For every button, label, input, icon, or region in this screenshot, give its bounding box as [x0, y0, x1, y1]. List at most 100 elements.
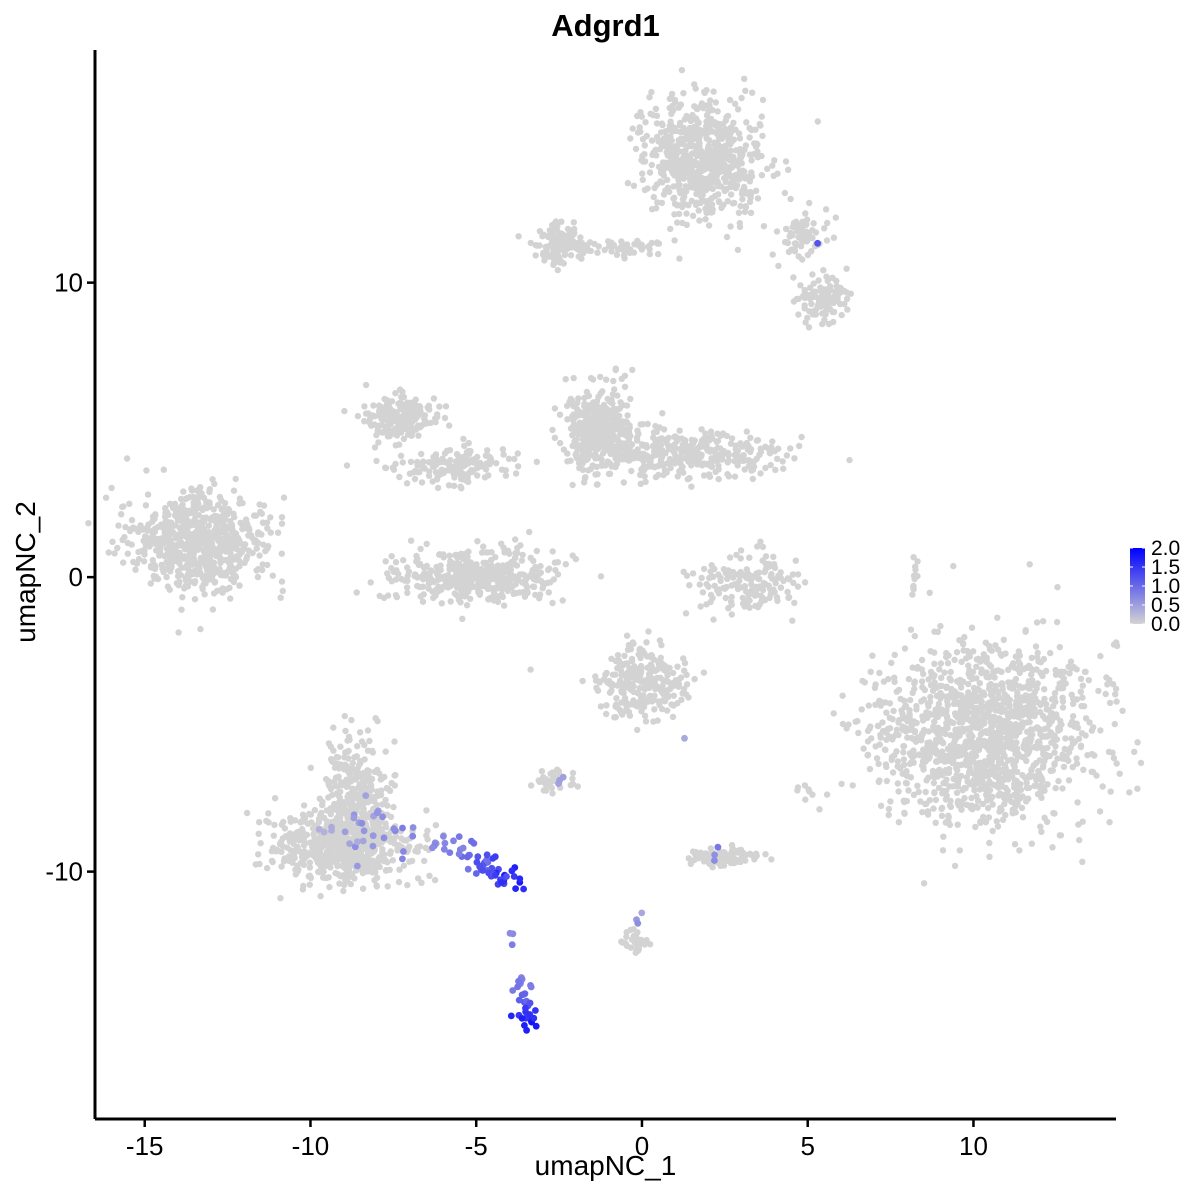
cell-point	[689, 212, 697, 219]
cell-point	[277, 594, 284, 601]
cell-point	[186, 493, 193, 501]
cell-point	[377, 403, 385, 411]
cell-point	[484, 447, 491, 454]
cell-point	[514, 463, 522, 470]
cell-point	[156, 535, 163, 543]
cell-point	[918, 733, 925, 740]
cell-point	[160, 466, 167, 473]
cell-point	[612, 461, 620, 468]
cell-point	[607, 446, 614, 453]
cell-point	[907, 696, 914, 704]
cell-point	[482, 452, 490, 459]
cell-point	[459, 476, 467, 483]
cell-point	[1038, 671, 1045, 678]
cell-point	[1055, 777, 1062, 785]
cell-point	[660, 426, 668, 433]
cell-point	[603, 702, 610, 709]
cell-point	[1028, 654, 1036, 661]
cell-point	[986, 682, 993, 689]
cell-point	[451, 463, 459, 470]
cell-point	[450, 482, 458, 489]
cell-point	[382, 464, 389, 471]
cell-point	[463, 602, 471, 609]
cell-point	[122, 523, 129, 531]
cell-point	[904, 734, 911, 741]
cell-point	[926, 589, 933, 596]
cell-point	[668, 128, 676, 135]
cell-point	[730, 574, 737, 581]
cell-point	[646, 169, 654, 176]
cell-point	[209, 476, 216, 483]
cell-point	[773, 594, 781, 601]
cell-point	[650, 697, 657, 704]
cell-point	[858, 706, 865, 713]
cell-point	[742, 204, 750, 211]
cell-point	[936, 666, 943, 673]
cell-point	[174, 505, 181, 512]
cell-point	[981, 720, 988, 727]
cell-point	[877, 802, 885, 809]
cell-point	[551, 434, 559, 441]
cell-point	[639, 244, 647, 251]
cell-point	[769, 575, 776, 582]
cell-point	[1057, 685, 1064, 692]
cell-point	[696, 144, 703, 151]
cell-point	[493, 572, 500, 579]
cell-point	[565, 231, 572, 239]
cell-point	[653, 443, 660, 450]
cell-point	[731, 473, 739, 480]
cell-point	[909, 754, 916, 761]
cell-point	[201, 533, 208, 540]
cell-point	[703, 601, 710, 608]
cell-point	[893, 748, 900, 755]
cell-point	[411, 475, 419, 483]
cell-point	[788, 246, 796, 253]
cell-point	[1111, 720, 1119, 728]
cell-point	[1134, 785, 1141, 792]
cell-point	[840, 287, 848, 295]
cell-point	[693, 105, 701, 113]
cell-point	[702, 205, 709, 212]
cell-point	[734, 246, 742, 254]
cell-point	[459, 585, 466, 593]
cell-point	[426, 406, 433, 413]
cell-point	[226, 560, 233, 567]
cell-point	[177, 495, 185, 503]
cell-point	[783, 225, 790, 233]
cell-point	[163, 545, 171, 552]
cell-point	[1028, 692, 1035, 700]
cell-point	[627, 701, 634, 708]
cell-point	[536, 228, 544, 235]
cell-point	[705, 161, 712, 168]
cell-point	[1099, 783, 1106, 790]
cell-point	[669, 713, 677, 721]
cell-point	[461, 565, 468, 572]
cell-point	[712, 99, 719, 106]
cell-point	[226, 548, 233, 555]
cell-point	[396, 427, 404, 434]
cell-point	[901, 645, 909, 652]
cell-point	[341, 407, 348, 415]
cell-point	[942, 796, 950, 803]
cell-point	[677, 157, 684, 164]
cell-point	[895, 819, 903, 826]
cell-point	[1050, 809, 1057, 817]
cell-point	[230, 510, 237, 517]
cell-point	[699, 589, 707, 596]
cell-point	[876, 669, 883, 677]
cell-point	[712, 468, 719, 476]
cell-point	[620, 430, 627, 438]
cell-point	[253, 545, 260, 552]
cell-point	[922, 757, 929, 764]
cell-point	[405, 568, 413, 575]
cell-point	[632, 145, 640, 153]
cell-point	[1113, 639, 1120, 646]
cell-point	[560, 260, 567, 267]
cell-point	[494, 562, 502, 569]
cell-point	[606, 689, 614, 696]
cell-point	[602, 671, 609, 678]
cell-point	[923, 800, 930, 807]
cell-point	[798, 433, 805, 441]
cell-point	[988, 734, 996, 741]
cell-point	[955, 679, 963, 686]
